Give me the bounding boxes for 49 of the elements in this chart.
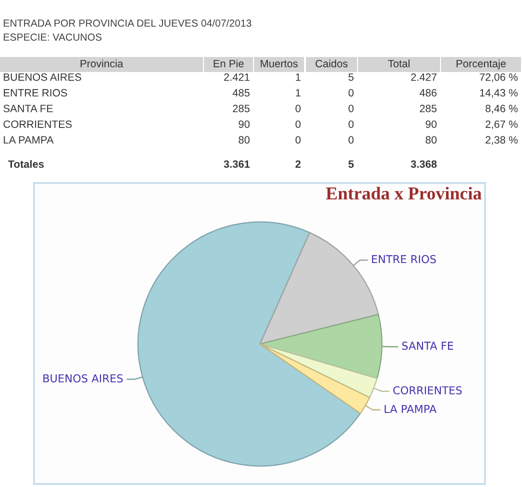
text: 2.427 xyxy=(411,73,436,81)
chart-title: Entrada x Provincia xyxy=(326,186,482,200)
text: 80 xyxy=(238,136,250,144)
text: 0 xyxy=(348,89,354,97)
text: 285 xyxy=(420,104,437,112)
text: SANTA FE xyxy=(3,104,53,112)
text: 5 xyxy=(348,73,354,81)
category-label: Total xyxy=(388,60,410,68)
text: 80 xyxy=(426,136,437,144)
text: ESPECIE: VACUNOS xyxy=(4,34,102,41)
text: 90 xyxy=(426,120,437,128)
text: 0 xyxy=(348,120,354,128)
text: 2.421 xyxy=(224,73,250,81)
text: 2,38 % xyxy=(486,136,518,145)
category-label: Porcentaje xyxy=(456,60,506,70)
text: 1 xyxy=(296,89,300,96)
category-label: Caidos xyxy=(316,60,348,68)
text: 90 xyxy=(238,120,250,128)
text: 2,67 % xyxy=(486,120,518,130)
slice-label: SANTA FE xyxy=(402,342,454,350)
text: 0 xyxy=(296,104,301,112)
text: 5 xyxy=(348,160,354,168)
text: 486 xyxy=(420,89,437,97)
text: 3.361 xyxy=(224,160,250,168)
text: 485 xyxy=(232,89,250,97)
text: CORRIENTES xyxy=(4,120,72,128)
text: 285 xyxy=(232,104,250,112)
text: 72,06 % xyxy=(480,73,518,82)
category-label: Provincia xyxy=(80,60,124,68)
text: ENTRADA POR PROVINCIA DEL JUEVES 04/07/2013 xyxy=(4,19,252,27)
text: BUENOS AIRES xyxy=(4,73,82,81)
slice-label: BUENOS AIRES xyxy=(43,374,123,382)
category-label: Muertos xyxy=(260,60,298,68)
text: 0 xyxy=(296,136,301,144)
slice-label: CORRIENTES xyxy=(393,386,462,394)
text: 14,43 % xyxy=(480,89,518,98)
text: 0 xyxy=(296,120,301,128)
text: ENTRE RIOS xyxy=(4,89,68,97)
slice-label: LA PAMPA xyxy=(384,404,437,413)
slice-label: ENTRE RIOS xyxy=(372,255,436,264)
text: 2 xyxy=(295,160,301,168)
category-label: En Pie xyxy=(214,60,244,68)
text: 0 xyxy=(348,136,354,144)
text: 1 xyxy=(296,73,300,81)
text: 3.368 xyxy=(410,160,437,168)
text: 8,46 % xyxy=(486,104,518,114)
text: Totales xyxy=(8,160,44,168)
text: LA PAMPA xyxy=(4,136,54,144)
text: 0 xyxy=(348,104,354,112)
